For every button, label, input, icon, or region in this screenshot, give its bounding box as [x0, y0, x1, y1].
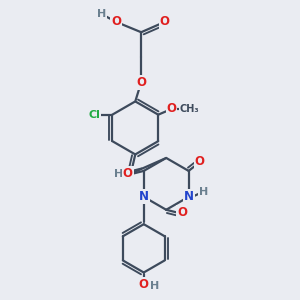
- Text: O: O: [160, 15, 170, 28]
- Text: O: O: [195, 155, 205, 168]
- Text: O: O: [123, 167, 133, 180]
- Text: CH₃: CH₃: [180, 104, 200, 114]
- Text: H: H: [114, 169, 123, 178]
- Text: Cl: Cl: [89, 110, 100, 120]
- Text: Methyl: Methyl: [184, 105, 189, 106]
- Text: H: H: [97, 9, 106, 19]
- Text: O: O: [111, 15, 121, 28]
- Text: O: O: [139, 278, 149, 291]
- Text: O: O: [177, 206, 188, 219]
- Text: H: H: [199, 188, 208, 197]
- Text: O: O: [167, 102, 176, 115]
- Text: H: H: [150, 281, 160, 291]
- Text: O: O: [136, 76, 146, 89]
- Text: N: N: [184, 190, 194, 203]
- Text: N: N: [139, 190, 149, 203]
